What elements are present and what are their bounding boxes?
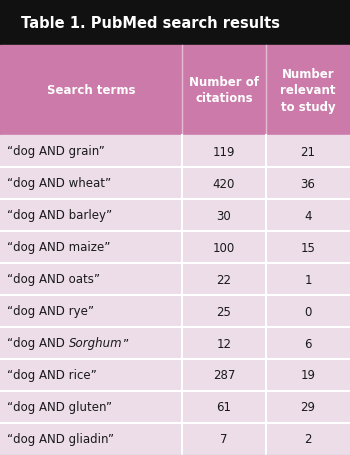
Text: 12: 12 [217, 337, 231, 350]
Bar [0, 391, 350, 423]
Text: 420: 420 [213, 177, 235, 190]
Text: “dog AND rice”: “dog AND rice” [7, 369, 97, 382]
Text: 1: 1 [304, 273, 312, 286]
Text: “dog AND wheat”: “dog AND wheat” [7, 177, 111, 190]
Text: 6: 6 [304, 337, 312, 350]
Text: Sorghum: Sorghum [69, 337, 122, 350]
Bar [0, 46, 350, 136]
Text: 19: 19 [301, 369, 315, 382]
Text: 7: 7 [220, 433, 228, 445]
Bar [0, 136, 350, 167]
Text: 0: 0 [304, 305, 312, 318]
Text: 30: 30 [217, 209, 231, 222]
Text: 61: 61 [217, 400, 231, 414]
Text: 21: 21 [301, 145, 315, 158]
Bar [0, 295, 350, 327]
Text: 25: 25 [217, 305, 231, 318]
Text: ”: ” [122, 337, 129, 350]
Bar [0, 0, 350, 46]
Text: Number
relevant
to study: Number relevant to study [280, 68, 336, 113]
Text: 100: 100 [213, 241, 235, 254]
Text: Search terms: Search terms [47, 84, 135, 97]
Text: 29: 29 [301, 400, 315, 414]
Bar [0, 359, 350, 391]
Text: Number of
citations: Number of citations [189, 76, 259, 105]
Text: “dog AND grain”: “dog AND grain” [7, 145, 105, 158]
Text: “dog AND: “dog AND [7, 337, 69, 350]
Text: 287: 287 [213, 369, 235, 382]
Bar [0, 200, 350, 232]
Text: Table 1. PubMed search results: Table 1. PubMed search results [21, 15, 280, 30]
Text: 36: 36 [301, 177, 315, 190]
Text: “dog AND rye”: “dog AND rye” [7, 305, 94, 318]
Bar [0, 423, 350, 455]
Text: “dog AND oats”: “dog AND oats” [7, 273, 100, 286]
Text: 22: 22 [217, 273, 231, 286]
Text: “dog AND gluten”: “dog AND gluten” [7, 400, 112, 414]
Text: 15: 15 [301, 241, 315, 254]
Text: 2: 2 [304, 433, 312, 445]
Text: 119: 119 [213, 145, 235, 158]
Bar [0, 232, 350, 263]
Bar [0, 327, 350, 359]
Text: “dog AND gliadin”: “dog AND gliadin” [7, 433, 114, 445]
Text: “dog AND maize”: “dog AND maize” [7, 241, 111, 254]
Text: 4: 4 [304, 209, 312, 222]
Text: “dog AND barley”: “dog AND barley” [7, 209, 112, 222]
Bar [0, 167, 350, 200]
Bar [0, 263, 350, 295]
